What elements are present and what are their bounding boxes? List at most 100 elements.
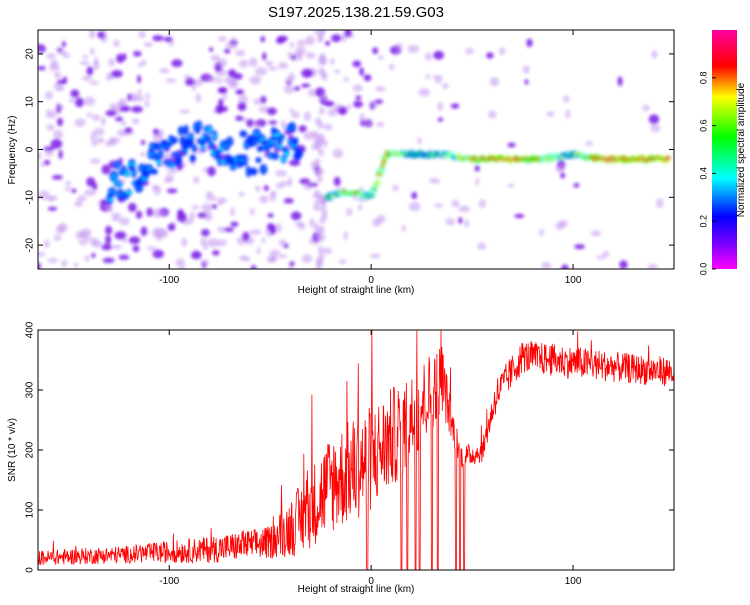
- noise-blob: [269, 224, 277, 235]
- snr-xlabel: Height of straight line (km): [298, 584, 415, 595]
- ridge-core: [153, 155, 158, 158]
- ridge-core: [170, 164, 175, 168]
- noise-blob: [338, 106, 348, 115]
- noise-blob: [507, 142, 516, 148]
- noise-blob: [107, 205, 113, 213]
- noise-blob: [464, 219, 469, 228]
- noise-blob: [51, 175, 63, 180]
- ridge-core: [219, 147, 224, 150]
- noise-blob: [73, 262, 79, 268]
- noise-blob: [89, 30, 96, 39]
- noise-blob: [86, 112, 93, 118]
- noise-blob: [47, 206, 58, 211]
- snr-xtick-label: 0: [368, 576, 374, 587]
- noise-blob: [474, 165, 480, 172]
- noise-blob: [74, 118, 86, 128]
- noise-blob: [238, 59, 249, 68]
- noise-blob: [314, 142, 321, 151]
- noise-blob: [619, 260, 628, 269]
- noise-blob: [475, 177, 480, 186]
- snr-ytick-label: 300: [25, 381, 36, 398]
- noise-blob: [152, 132, 163, 142]
- noise-blob: [287, 51, 293, 60]
- noise-blob: [163, 36, 173, 42]
- noise-blob: [232, 73, 243, 80]
- noise-blob: [70, 89, 80, 98]
- snr-series-line: [38, 330, 674, 570]
- noise-blob: [191, 82, 197, 92]
- noise-blob: [44, 150, 54, 157]
- ridge-core: [292, 139, 299, 143]
- noise-blob: [230, 221, 239, 227]
- noise-blob: [119, 217, 130, 226]
- ridge-core: [208, 142, 214, 146]
- noise-blob: [291, 111, 300, 119]
- noise-blob: [228, 81, 239, 89]
- ridge-core: [383, 155, 388, 159]
- noise-blob: [215, 239, 228, 247]
- ridge-core: [181, 148, 188, 152]
- ridge-core: [199, 145, 206, 149]
- ridge-core: [172, 138, 177, 142]
- noise-blob: [268, 66, 278, 71]
- noise-blob: [185, 77, 195, 86]
- noise-blob: [488, 110, 497, 119]
- noise-blob: [90, 131, 97, 141]
- noise-blob: [195, 93, 202, 103]
- noise-blob: [57, 49, 66, 56]
- ridge-core: [207, 128, 212, 131]
- noise-blob: [267, 213, 274, 218]
- noise-blob: [242, 117, 248, 122]
- ridge-core: [108, 190, 116, 194]
- noise-blob: [105, 235, 112, 245]
- ridge-core: [231, 165, 236, 169]
- snr-xtick-label: 100: [565, 576, 582, 587]
- noise-blob: [207, 166, 216, 177]
- ridge-core: [378, 169, 383, 172]
- noise-blob: [283, 198, 294, 204]
- ridge-core: [252, 140, 258, 144]
- noise-blob: [428, 177, 441, 184]
- ridge-core: [117, 193, 123, 196]
- noise-blob: [217, 226, 226, 233]
- figure-title: S197.2025.138.21.59.G03: [268, 4, 444, 21]
- noise-blob: [315, 168, 322, 177]
- noise-blob: [132, 245, 140, 253]
- ridge-core: [115, 163, 120, 166]
- noise-blob: [211, 204, 218, 209]
- noise-blob: [333, 176, 341, 187]
- noise-blob: [304, 35, 315, 46]
- noise-blob: [407, 44, 420, 53]
- noise-blob: [212, 249, 220, 256]
- noise-blob: [355, 95, 362, 100]
- noise-blob: [293, 86, 301, 91]
- ridge-core: [173, 153, 179, 156]
- ridge-core: [665, 156, 672, 159]
- noise-blob: [363, 74, 372, 82]
- noise-blob: [318, 133, 325, 142]
- noise-blob: [249, 229, 262, 235]
- noise-blob: [296, 40, 307, 46]
- noise-blob: [217, 36, 227, 42]
- noise-blob: [275, 170, 287, 177]
- noise-blob: [266, 255, 277, 264]
- noise-blob: [376, 121, 385, 128]
- noise-blob: [489, 76, 500, 87]
- noise-blob: [105, 110, 117, 117]
- noise-blob: [165, 78, 177, 84]
- noise-blob: [434, 203, 444, 208]
- noise-blob: [372, 218, 382, 227]
- noise-blob: [235, 115, 244, 121]
- ridge-core: [258, 137, 265, 141]
- ridge-core: [135, 186, 143, 189]
- ridge-core: [296, 151, 301, 155]
- noise-blob: [204, 211, 213, 222]
- ridge-core: [242, 159, 248, 162]
- noise-blob: [259, 195, 269, 204]
- colorbar-tick-label: 0.8: [698, 72, 708, 85]
- noise-blob: [343, 231, 348, 241]
- noise-blob: [140, 151, 146, 157]
- spectrogram-xtick-label: -100: [159, 275, 179, 286]
- noise-blob: [256, 247, 261, 255]
- noise-blob: [401, 225, 407, 232]
